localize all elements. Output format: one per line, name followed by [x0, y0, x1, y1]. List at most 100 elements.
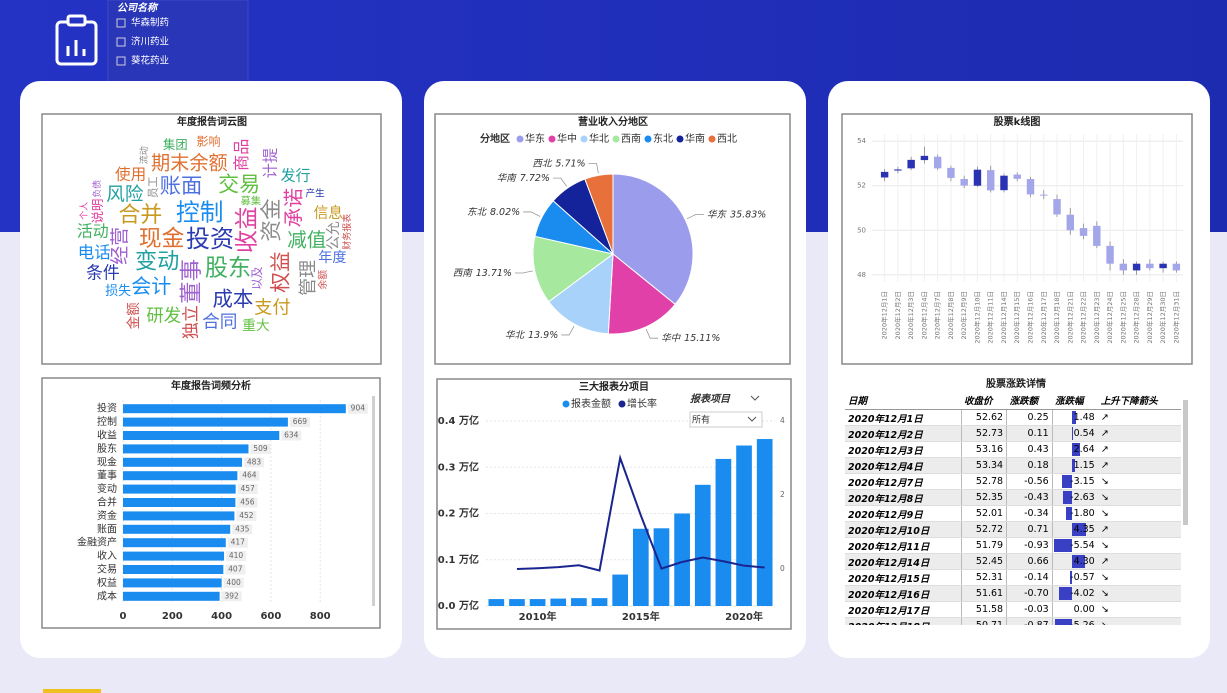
table-cell: -0.34: [1006, 505, 1053, 522]
data-label: 410: [229, 551, 244, 560]
table-cell: 52.35: [960, 489, 1007, 506]
table-cell: 2020年12月2日: [845, 425, 962, 442]
data-bar: [1069, 571, 1072, 584]
bar: [123, 417, 288, 427]
table-cell: 51.58: [960, 601, 1007, 618]
data-label: 407: [228, 565, 243, 574]
label-bg: [239, 470, 260, 481]
leader-line: [561, 325, 575, 336]
word: 募集: [241, 194, 261, 207]
y-tick-label: 50: [857, 226, 866, 234]
table-cell: 2020年12月17日: [845, 601, 962, 618]
legend-label: 华中: [557, 132, 577, 145]
candle-body: [933, 156, 942, 169]
data-label: 457: [240, 484, 255, 493]
bar: [529, 599, 546, 606]
x-tick-label: 2020年12月31日: [1171, 291, 1180, 344]
data-label: 华北 13.9%: [505, 329, 558, 340]
checkbox[interactable]: [116, 56, 126, 66]
word: 风险: [106, 185, 144, 206]
x-tick-label: 2020年12月9日: [959, 291, 968, 339]
cell-text: 4.30: [1073, 556, 1095, 567]
dropdown[interactable]: [689, 411, 763, 428]
cell-text: 2.64: [1073, 444, 1095, 455]
label-bg: [236, 510, 257, 521]
label-value: 5.71%: [555, 158, 585, 169]
table-cell: -0.70: [1006, 585, 1053, 602]
word: 公允: [325, 221, 342, 250]
word: 影响: [197, 134, 221, 149]
leader-line: [514, 270, 533, 274]
label-bg: [347, 403, 368, 414]
scrollbar: [1183, 400, 1188, 525]
y-tick-label: 变动: [97, 482, 117, 495]
candle-body: [894, 169, 902, 171]
word: 损失: [105, 284, 131, 299]
table-cell: 52.31: [960, 569, 1007, 586]
table-cell: -5.54: [1051, 537, 1098, 554]
table-cell: -0.56: [1006, 473, 1053, 490]
bar: [123, 498, 236, 507]
bar: [571, 598, 587, 606]
column-header: 收盘价: [961, 391, 1007, 410]
table-cell: ↗: [1097, 409, 1181, 426]
word: 收益: [233, 206, 261, 253]
column-header: 涨跌幅: [1052, 391, 1098, 410]
table-cell: 0.43: [1006, 441, 1053, 458]
word: 投资: [186, 225, 234, 253]
y2-tick-label: 4: [780, 416, 785, 425]
table-cell: 2020年12月7日: [845, 473, 962, 490]
legend-label: 增长率: [627, 397, 657, 410]
candle-body: [1026, 179, 1035, 195]
data-bar: [1071, 555, 1086, 568]
label-category: 西北: [532, 158, 553, 169]
word: 员工: [147, 176, 160, 198]
table-cell: ↗: [1097, 457, 1181, 474]
filter-label: 报表项目: [690, 393, 731, 405]
candle-body: [1053, 199, 1061, 215]
x-tick-label: 2020年12月24日: [1105, 291, 1114, 344]
data-bar: [1061, 475, 1072, 488]
table-cell: 2020年12月10日: [845, 521, 962, 538]
checkbox[interactable]: [116, 37, 126, 47]
label-category: 华北: [505, 329, 526, 340]
x-tick-label: 200: [162, 611, 183, 622]
word: 个人: [79, 202, 90, 220]
table-cell: 2020年12月14日: [845, 553, 962, 570]
y-tick-label: 成本: [97, 589, 117, 602]
word: 产生: [306, 187, 326, 199]
data-label: 华东 35.83%: [707, 208, 766, 220]
y-tick-label: 0.1 万亿: [438, 553, 479, 566]
table-cell: 0.71: [1006, 521, 1053, 538]
legend-label: 华南: [685, 132, 705, 145]
candle-body: [1093, 225, 1101, 246]
x-tick-label: 2020年12月15日: [1012, 291, 1021, 344]
pie-slice: [532, 235, 615, 303]
checkbox[interactable]: [116, 18, 126, 28]
candle-body: [1000, 175, 1008, 191]
chart-title: 股票涨跌详情: [986, 377, 1046, 390]
word: 负债: [91, 180, 103, 198]
candle-body: [1106, 245, 1114, 264]
cell-text: 1.48: [1073, 412, 1095, 423]
candle-body: [1172, 263, 1181, 271]
table-cell: ↘: [1097, 489, 1181, 506]
slicer-option: 济川药业: [131, 36, 169, 48]
data-label: 西北 5.71%: [532, 158, 585, 169]
chart-title: 股票k线图: [994, 115, 1041, 128]
legend-marker: [580, 135, 588, 143]
candle-body: [920, 155, 929, 161]
legend-label: 西北: [717, 133, 737, 145]
legend-marker: [708, 135, 716, 143]
data-label: 417: [231, 538, 246, 547]
bar: [591, 598, 608, 606]
word: 董事: [179, 259, 205, 304]
cell-text: 0.54: [1073, 428, 1095, 439]
candle-body: [1013, 174, 1021, 179]
data-bar: [1071, 523, 1086, 536]
table-row: 2020年12月18日50.71-0.87 -5.26↘: [845, 617, 1181, 625]
x-tick-label: 2020年12月25日: [1118, 291, 1127, 344]
table-row: 2020年12月4日 53.34 0.18 1.15 ↗: [845, 457, 1181, 474]
label-bg: [221, 591, 242, 602]
